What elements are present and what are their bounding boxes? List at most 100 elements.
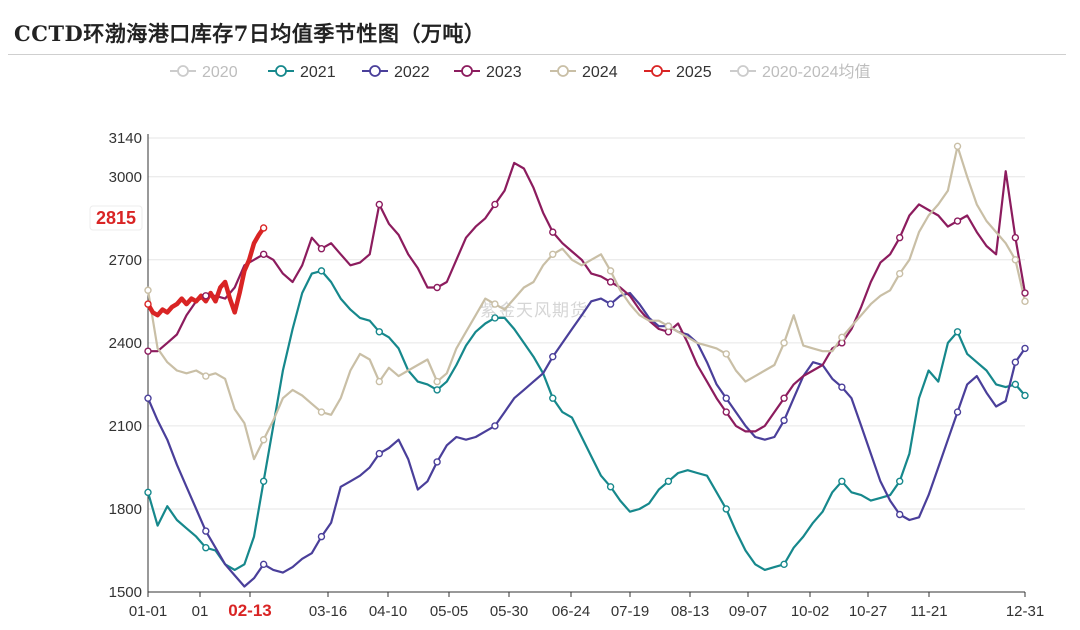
data-point-2024[interactable] [1011, 256, 1020, 264]
data-point-2024[interactable] [375, 377, 383, 386]
data-point-2023[interactable] [953, 217, 962, 225]
data-point-2021[interactable] [375, 328, 383, 336]
data-point-2023[interactable] [780, 394, 788, 402]
data-point-2021[interactable] [144, 488, 152, 497]
data-point-2021[interactable] [1021, 391, 1029, 400]
series-lines [145, 145, 1027, 588]
data-point-2023[interactable] [144, 347, 152, 355]
legend-label: 2020-2024均值 [762, 63, 871, 81]
data-point-2023[interactable] [896, 233, 904, 242]
data-point-2022[interactable] [1021, 344, 1029, 353]
data-point-2024[interactable] [202, 372, 210, 380]
data-point-2021[interactable] [317, 267, 326, 275]
legend-item-2022[interactable]: 2022 [362, 64, 430, 81]
data-point-2024[interactable] [780, 339, 788, 347]
data-point-2021[interactable] [838, 477, 846, 485]
data-point-2022[interactable] [549, 352, 557, 361]
data-point-2024[interactable] [144, 286, 152, 294]
data-point-2021[interactable] [664, 477, 673, 485]
grid-lines [148, 137, 1025, 593]
x-tick-label: 11-21 [910, 603, 947, 620]
data-point-2021[interactable] [433, 386, 441, 394]
data-point-2024[interactable] [433, 377, 441, 386]
data-point-2023[interactable] [259, 250, 268, 258]
x-tick-label: 01 [192, 603, 209, 620]
data-point-2021[interactable] [722, 505, 730, 513]
data-point-2024[interactable] [549, 250, 557, 258]
data-point-2022[interactable] [953, 408, 962, 416]
title-divider [8, 54, 1066, 55]
x-axis: 01-01 01 02-13 03-16 04-10 05-05 05-30 06-24 07-… [129, 591, 1044, 620]
data-point-2023[interactable] [433, 283, 441, 292]
x-tick-label: 07-19 [611, 603, 649, 620]
data-point-2024[interactable] [722, 350, 730, 358]
data-point-2024[interactable] [606, 267, 615, 275]
data-point-2023[interactable] [1021, 289, 1029, 297]
legend-item-2025[interactable]: 2025 [644, 64, 712, 81]
legend-label: 2025 [676, 64, 712, 81]
data-point-2024[interactable] [664, 322, 673, 330]
data-point-2024[interactable] [953, 142, 962, 151]
data-point-2022[interactable] [606, 300, 615, 308]
legend-item-2024[interactable]: 2024 [550, 64, 618, 81]
data-point-2024[interactable] [317, 408, 326, 416]
data-point-2024[interactable] [259, 436, 268, 444]
legend-marker-icon [461, 65, 473, 77]
data-point-2022[interactable] [375, 449, 383, 458]
data-point-2023[interactable] [549, 228, 557, 236]
data-point-2021[interactable] [780, 560, 788, 569]
legend-item-2020[interactable]: 2020 [170, 64, 238, 81]
data-point-2022[interactable] [202, 527, 210, 535]
x-tick-label: 01-01 [129, 603, 167, 620]
x-tick-label-highlight: 02-13 [228, 601, 271, 620]
data-point-2022[interactable] [722, 394, 730, 402]
data-point-2022[interactable] [838, 383, 846, 391]
data-point-2023[interactable] [317, 245, 326, 253]
data-point-2022[interactable] [780, 416, 788, 425]
data-point-2021[interactable] [606, 483, 615, 491]
data-point-2022[interactable] [433, 458, 441, 466]
data-point-2024[interactable] [491, 300, 499, 308]
data-point-2025[interactable] [259, 224, 268, 232]
data-point-2021[interactable] [491, 314, 499, 322]
data-point-2021[interactable] [1011, 380, 1020, 389]
x-tick-label: 04-10 [369, 603, 407, 620]
data-point-2021[interactable] [202, 544, 210, 552]
data-point-2023[interactable] [375, 200, 383, 209]
data-point-2023[interactable] [606, 278, 615, 286]
data-point-2022[interactable] [259, 560, 268, 569]
legend-item-2020-2024均值[interactable]: 2020-2024均值 [730, 63, 871, 81]
legend-marker-icon [737, 65, 749, 77]
legend: 2020 2021 2022 2023 2024 2025 2020-2024均值 [170, 63, 871, 81]
data-point-2021[interactable] [953, 328, 962, 336]
data-point-2023[interactable] [491, 200, 499, 209]
y-tick-label: 3000 [109, 169, 142, 186]
legend-label: 2020 [202, 64, 238, 81]
series-line-2022 [146, 291, 1027, 588]
data-point-2023[interactable] [202, 292, 210, 300]
data-point-2022[interactable] [896, 510, 904, 519]
legend-item-2021[interactable]: 2021 [268, 64, 336, 81]
data-point-2022[interactable] [144, 394, 152, 402]
data-point-2022[interactable] [1011, 358, 1020, 366]
data-point-2024[interactable] [838, 333, 846, 342]
x-tick-label: 06-24 [552, 603, 590, 620]
legend-item-2023[interactable]: 2023 [454, 64, 522, 81]
x-tick-label: 10-02 [791, 603, 829, 620]
data-point-2022[interactable] [491, 422, 499, 430]
data-point-2024[interactable] [896, 269, 904, 278]
x-tick-label: 12-31 [1006, 603, 1044, 620]
series-markers [144, 142, 1029, 569]
data-point-2023[interactable] [1011, 233, 1020, 242]
data-point-2021[interactable] [549, 394, 557, 402]
x-tick-label: 09-07 [729, 603, 767, 620]
data-point-2024[interactable] [1021, 297, 1029, 306]
y-tick-label: 1800 [109, 501, 142, 518]
data-point-2021[interactable] [896, 477, 904, 485]
data-point-2021[interactable] [259, 477, 268, 485]
data-point-2023[interactable] [722, 408, 730, 416]
data-point-2022[interactable] [317, 532, 326, 541]
data-point-2025[interactable] [144, 300, 152, 308]
series-line-2024 [146, 145, 1027, 461]
